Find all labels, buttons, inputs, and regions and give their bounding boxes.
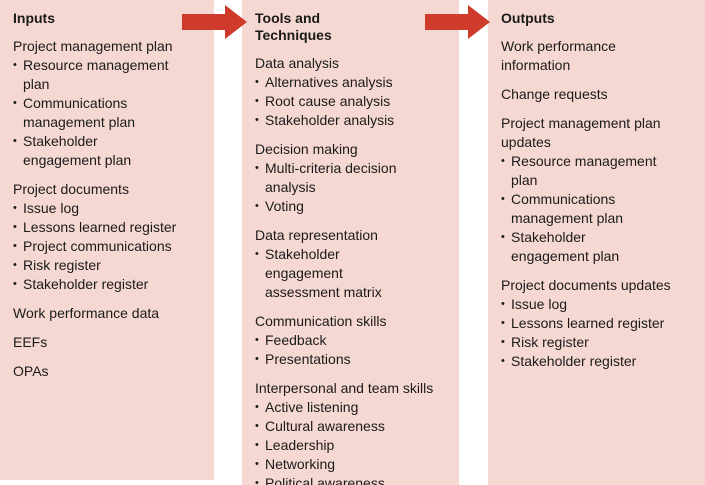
list-item: Resource management plan xyxy=(501,152,665,190)
itto-group: Project management plan updatesResource … xyxy=(501,114,697,266)
list-item: Presentations xyxy=(255,350,419,369)
group-items: Alternatives analysisRoot cause analysis… xyxy=(255,73,451,130)
list-item: Stakeholder register xyxy=(13,275,177,294)
itto-group: OPAs xyxy=(13,362,206,381)
list-item: Stakeholder engagement assessment matrix xyxy=(255,245,419,302)
group-label: Decision making xyxy=(255,141,358,157)
list-item: Networking xyxy=(255,455,419,474)
group-label: Project management plan xyxy=(13,38,173,54)
itto-group: Project documents updates Issue logLesson… xyxy=(501,276,697,371)
list-item: Stakeholder register xyxy=(501,352,665,371)
outputs-panel: Outputs Work performance information Chan… xyxy=(488,0,705,485)
itto-group: Data analysis Alternatives analysisRoot c… xyxy=(255,54,451,130)
list-item: Lessons learned register xyxy=(501,314,665,333)
panel-title-inputs: Inputs xyxy=(13,10,55,26)
list-item: Active listening xyxy=(255,398,419,417)
list-item: Resource management plan xyxy=(13,56,177,94)
list-item: Lessons learned register xyxy=(13,218,177,237)
group-items: Multi-criteria decision analysisVoting xyxy=(255,159,451,216)
right-arrow-icon xyxy=(182,5,247,39)
list-item: Voting xyxy=(255,197,419,216)
group-label: Communication skills xyxy=(255,313,387,329)
group-items: Resource management planCommunications m… xyxy=(13,56,206,170)
group-label: Data analysis xyxy=(255,55,340,71)
inputs-list: Project management plan Resource manageme… xyxy=(13,37,206,381)
group-label: Change requests xyxy=(501,86,608,102)
group-label: OPAs xyxy=(13,363,49,379)
group-label: Project documents xyxy=(13,181,129,197)
list-item: Stakeholder engagement plan xyxy=(13,132,177,170)
list-item: Political awareness xyxy=(255,474,419,485)
itto-group: Decision making Multi-criteria decision a… xyxy=(255,140,451,216)
group-label: Work performance data xyxy=(13,305,160,321)
itto-group: Work performance information xyxy=(501,37,697,75)
group-label: Interpersonal and team skills xyxy=(255,380,434,396)
list-item: Stakeholder engagement plan xyxy=(501,228,665,266)
list-item: Multi-criteria decision analysis xyxy=(255,159,419,197)
group-label: Work performance information xyxy=(501,38,616,73)
itto-group: Interpersonal and team skills Active list… xyxy=(255,379,451,485)
tools-and-techniques-list: Data analysis Alternatives analysisRoot c… xyxy=(255,54,451,485)
group-items: FeedbackPresentations xyxy=(255,331,451,369)
list-item: Stakeholder analysis xyxy=(255,111,419,130)
list-item: Feedback xyxy=(255,331,419,350)
itto-group: Project documents Issue logLessons learne… xyxy=(13,180,206,294)
panel-title-tools-and-techniques: Tools and Techniques xyxy=(255,10,332,43)
group-items: Active listeningCultural awarenessLeader… xyxy=(255,398,451,485)
group-label: EEFs xyxy=(13,334,48,350)
list-item: Alternatives analysis xyxy=(255,73,419,92)
group-label: Project documents updates xyxy=(501,277,671,293)
list-item: Risk register xyxy=(13,256,177,275)
itto-group: Data representation Stakeholder engagemen… xyxy=(255,226,451,302)
tools-and-techniques-panel: Tools and Techniques Data analysis Altern… xyxy=(242,0,459,485)
group-items: Stakeholder engagement assessment matrix xyxy=(255,245,451,302)
list-item: Leadership xyxy=(255,436,419,455)
list-item: Root cause analysis xyxy=(255,92,419,111)
group-label: Data representation xyxy=(255,227,378,243)
panel-title-outputs: Outputs xyxy=(501,10,555,26)
itto-group: EEFs xyxy=(13,333,206,352)
list-item: Risk register xyxy=(501,333,665,352)
outputs-list: Work performance information Change reque… xyxy=(501,37,697,371)
right-arrow-icon xyxy=(425,5,490,39)
group-items: Resource management planCommunications m… xyxy=(501,152,697,266)
list-item: Cultural awareness xyxy=(255,417,419,436)
list-item: Communications management plan xyxy=(13,94,177,132)
list-item: Communications management plan xyxy=(501,190,665,228)
group-items: Issue logLessons learned registerProject… xyxy=(13,199,206,294)
itto-group: Work performance data xyxy=(13,304,206,323)
group-label: Project management plan updates xyxy=(501,115,661,150)
inputs-panel: Inputs Project management plan Resource m… xyxy=(0,0,214,480)
itto-group: Project management plan Resource manageme… xyxy=(13,37,206,170)
group-items: Issue logLessons learned registerRisk re… xyxy=(501,295,697,371)
itto-group: Communication skills FeedbackPresentation… xyxy=(255,312,451,369)
list-item: Project communications xyxy=(13,237,177,256)
list-item: Issue log xyxy=(501,295,665,314)
list-item: Issue log xyxy=(13,199,177,218)
itto-group: Change requests xyxy=(501,85,697,104)
